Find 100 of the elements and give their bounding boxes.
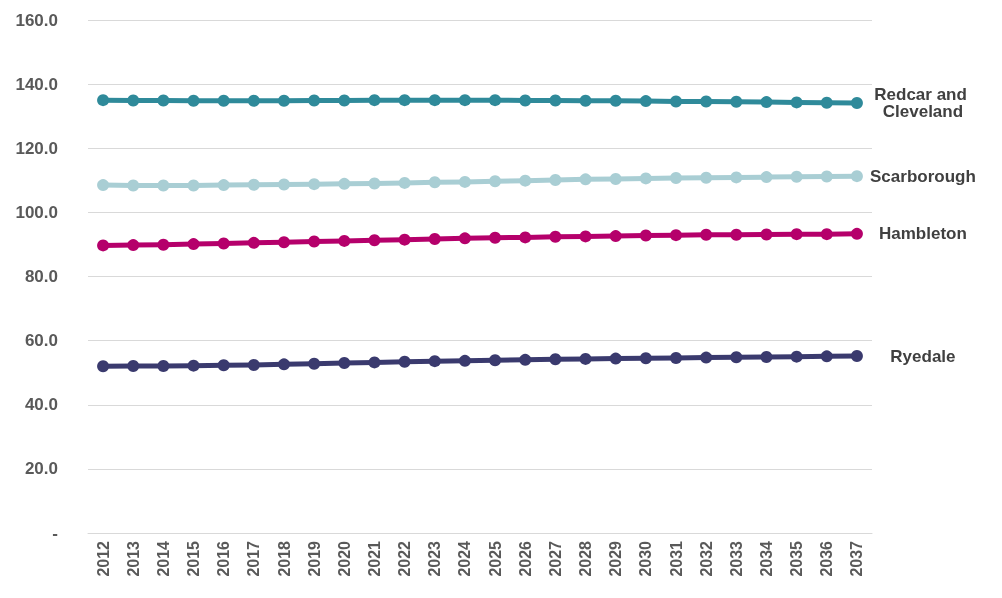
point — [790, 350, 803, 363]
point — [549, 353, 562, 366]
point — [97, 94, 110, 107]
point — [458, 175, 471, 188]
point — [519, 174, 532, 187]
y-tick-label: 100.0 — [15, 202, 58, 222]
x-tick-label: 2033 — [727, 540, 745, 577]
point — [579, 94, 592, 107]
point — [670, 172, 682, 185]
x-tick-label: 2029 — [607, 540, 625, 577]
series-label: Ryedale — [890, 346, 956, 366]
point — [760, 350, 773, 363]
point — [398, 355, 411, 368]
point — [428, 355, 441, 368]
point — [549, 94, 562, 107]
point — [790, 228, 803, 241]
point — [700, 228, 713, 241]
x-tick-label: 2035 — [788, 540, 806, 577]
y-tick-label: 160.0 — [15, 10, 58, 30]
point — [458, 232, 471, 245]
x-tick-label: 2013 — [124, 540, 142, 577]
series-label: Hambleton — [879, 224, 967, 244]
point — [609, 94, 622, 107]
point — [308, 178, 321, 191]
point — [670, 95, 682, 108]
point — [790, 170, 803, 183]
point — [187, 179, 200, 192]
point — [579, 352, 592, 365]
point — [127, 179, 140, 192]
y-tick-label: 80.0 — [24, 267, 58, 286]
point — [157, 238, 170, 251]
point — [730, 228, 743, 241]
point — [217, 94, 230, 107]
point — [489, 175, 502, 188]
point — [338, 177, 351, 190]
point — [519, 94, 532, 107]
x-tick-label: 2026 — [516, 540, 534, 577]
x-tick-label: 2027 — [546, 540, 564, 577]
point — [278, 358, 290, 371]
point — [760, 96, 773, 109]
point — [458, 354, 471, 367]
point — [579, 173, 592, 186]
x-tick-label: 2030 — [637, 540, 655, 577]
x-tick-label: 2034 — [757, 540, 775, 577]
point — [247, 359, 260, 371]
point — [428, 176, 441, 189]
x-tick-label: 2020 — [335, 540, 353, 577]
x-tick-label: 2022 — [396, 540, 414, 577]
point — [247, 236, 260, 249]
point — [428, 94, 441, 107]
point — [187, 94, 200, 107]
point — [609, 173, 622, 186]
point — [670, 229, 682, 242]
point — [398, 94, 411, 107]
x-tick-label: 2018 — [275, 540, 293, 577]
series-label: Scarborough — [870, 166, 976, 186]
point — [700, 95, 713, 108]
point — [278, 94, 290, 107]
x-tick-label: 2014 — [154, 540, 172, 577]
point — [368, 177, 381, 190]
x-tick-label: 2036 — [818, 540, 836, 577]
point — [730, 95, 743, 108]
point — [368, 94, 381, 107]
x-tick-label: 2019 — [305, 540, 323, 577]
point — [217, 359, 230, 372]
point — [157, 359, 170, 372]
point — [398, 233, 411, 246]
point — [670, 351, 682, 364]
point — [549, 173, 562, 186]
point — [850, 350, 863, 363]
point — [157, 179, 170, 192]
x-tick-label: 2017 — [245, 540, 263, 577]
x-tick-label: 2024 — [456, 540, 474, 577]
point — [519, 231, 532, 244]
y-tick-label: - — [52, 523, 58, 543]
point — [338, 234, 351, 247]
y-tick-label: 40.0 — [24, 395, 58, 415]
point — [639, 352, 652, 365]
point — [308, 357, 321, 370]
point — [458, 94, 471, 107]
x-tick-label: 2028 — [577, 540, 595, 577]
point — [730, 351, 743, 364]
x-tick-label: 2037 — [848, 540, 866, 577]
x-tick-label: 2025 — [486, 540, 504, 577]
point — [338, 357, 351, 370]
point — [760, 171, 773, 184]
point — [157, 94, 170, 107]
point — [217, 237, 230, 250]
point — [338, 94, 351, 107]
point — [97, 360, 110, 373]
point — [850, 97, 863, 110]
point — [368, 234, 381, 247]
series-label: Redcar and Cleveland — [874, 85, 972, 122]
point — [639, 229, 652, 242]
y-tick-label: 20.0 — [24, 459, 58, 479]
y-tick-label: 140.0 — [15, 74, 58, 94]
point — [549, 230, 562, 243]
point — [97, 239, 110, 252]
point — [579, 230, 592, 243]
point — [850, 170, 863, 183]
